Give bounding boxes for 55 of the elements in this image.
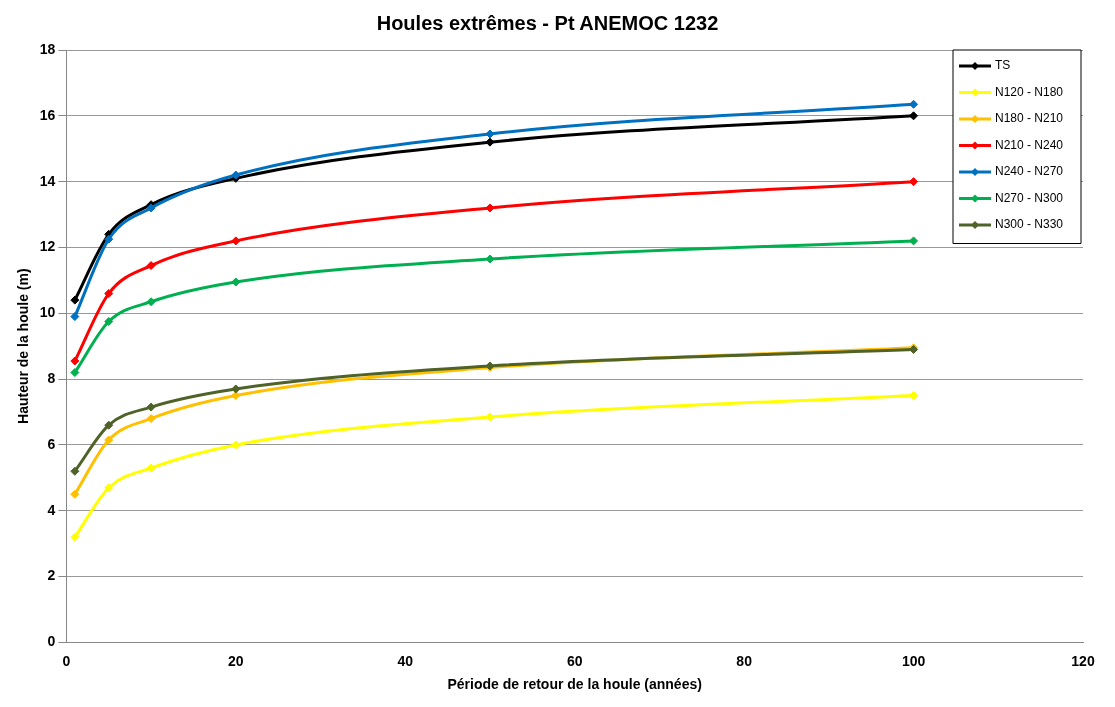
point [231, 391, 241, 401]
point [909, 99, 919, 109]
point [104, 420, 114, 430]
point [146, 261, 156, 271]
point [909, 236, 919, 246]
point [104, 317, 114, 327]
x-tick-label: 80 [736, 652, 753, 669]
legend-label: N300 - N330 [995, 217, 1064, 232]
y-axis-title: Hauteur de la houle (m) [15, 268, 32, 424]
point [146, 414, 156, 424]
point [231, 384, 241, 394]
point [146, 402, 156, 412]
x-tick-label: 60 [566, 652, 583, 669]
point [104, 289, 114, 299]
x-tick-label: 0 [62, 652, 71, 669]
point [231, 236, 241, 246]
point [231, 277, 241, 287]
point [70, 368, 80, 378]
point [70, 312, 80, 322]
y-tick-label: 12 [39, 238, 56, 255]
point [231, 440, 241, 450]
y-tick-label: 6 [47, 435, 56, 452]
point [146, 463, 156, 473]
point [909, 177, 919, 187]
y-tick-label: 0 [47, 633, 56, 650]
legend-label: N180 - N210 [995, 111, 1064, 126]
x-tick-label: 40 [397, 652, 414, 669]
y-tick-label: 2 [47, 567, 56, 584]
legend-label: N120 - N180 [995, 84, 1064, 99]
point [70, 356, 80, 366]
legend-label: N270 - N300 [995, 190, 1064, 205]
point [104, 234, 114, 244]
point [104, 435, 114, 445]
y-tick-label: 10 [39, 304, 56, 321]
y-tick-label: 16 [39, 106, 56, 123]
legend-label: N210 - N240 [995, 137, 1064, 152]
y-tick-label: 18 [39, 40, 56, 57]
x-tick-label: 120 [1071, 652, 1095, 669]
y-tick-label: 8 [47, 369, 56, 386]
point [104, 483, 114, 493]
x-tick-label: 20 [228, 652, 244, 669]
y-tick-label: 14 [39, 172, 56, 189]
point [909, 391, 919, 401]
point [70, 489, 80, 499]
chart-title: Houles extrêmes - Pt ANEMOC 1232 [376, 11, 719, 34]
point [70, 532, 80, 542]
point [146, 297, 156, 307]
x-tick-label: 100 [901, 652, 926, 669]
legend-label: N240 - N270 [995, 164, 1064, 179]
point [70, 295, 80, 305]
legend-label: TS [995, 58, 1011, 73]
point [909, 111, 919, 121]
x-axis-title: Période de retour de la houle (années) [447, 676, 702, 693]
y-tick-label: 4 [47, 501, 56, 518]
point [70, 466, 80, 476]
